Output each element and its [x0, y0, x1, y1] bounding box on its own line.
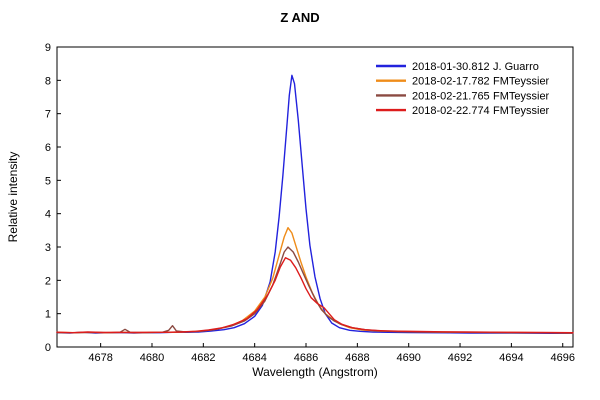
y-tick-label: 4 [45, 209, 51, 221]
legend-label-date: 2018-02-22.774 [412, 105, 490, 117]
x-axis-label: Wavelength (Angstrom) [252, 365, 378, 379]
legend-label-date: 2018-01-30.812 [412, 61, 490, 73]
legend-label-observer: J. Guarro [493, 61, 539, 73]
x-tick-label: 4680 [140, 352, 164, 364]
y-tick-label: 6 [45, 142, 51, 154]
series-lines [56, 74, 574, 334]
y-tick-label: 9 [45, 42, 51, 54]
legend-label-observer: FMTeyssier [493, 76, 550, 88]
x-tick-label: 4684 [242, 352, 266, 364]
legend-label-observer: FMTeyssier [493, 90, 550, 102]
x-tick-label: 4690 [396, 352, 420, 364]
axis-ticks: 4678 4680 4682 4684 4686 4688 4690 4692 4694 4696… [45, 42, 575, 364]
legend-label-date: 2018-02-21.765 [412, 90, 490, 102]
plot-border [56, 46, 574, 348]
y-tick-label: 0 [45, 342, 51, 354]
legend-label-date: 2018-02-17.782 [412, 76, 490, 88]
y-tick-label: 7 [45, 109, 51, 121]
legend-label-observer: FMTeyssier [493, 105, 550, 117]
x-tick-label: 4696 [550, 352, 574, 364]
y-tick-label: 3 [45, 242, 51, 254]
y-tick-label: 8 [45, 75, 51, 87]
spectrum-line [56, 246, 574, 334]
x-tick-label: 4686 [294, 352, 318, 364]
x-tick-label: 4678 [88, 352, 112, 364]
y-tick-label: 1 [45, 309, 51, 321]
spectrum-line [56, 226, 574, 334]
y-tick-label: 2 [45, 275, 51, 287]
x-tick-label: 4682 [191, 352, 215, 364]
x-tick-label: 4692 [448, 352, 472, 364]
y-axis-label: Relative intensity [6, 152, 20, 243]
x-tick-label: 4688 [345, 352, 369, 364]
spectrum-line [56, 257, 574, 334]
x-tick-label: 4694 [499, 352, 523, 364]
y-tick-label: 5 [45, 175, 51, 187]
chart-title: Z AND [280, 10, 319, 25]
